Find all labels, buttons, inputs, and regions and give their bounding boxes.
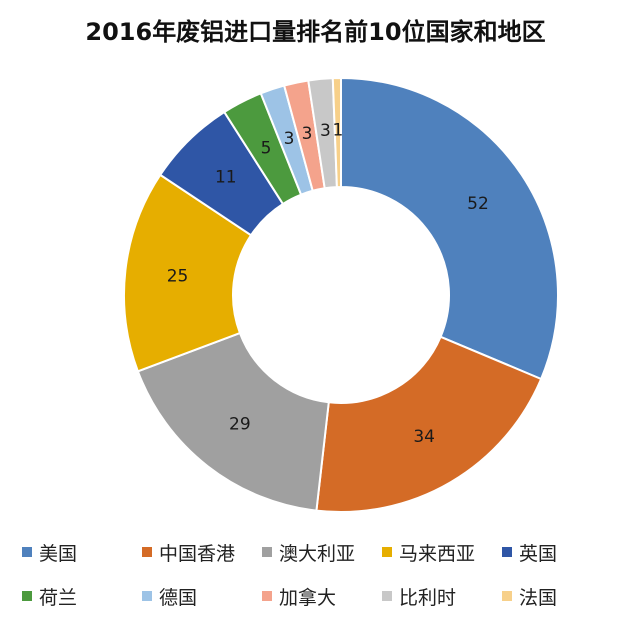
legend-swatch (382, 547, 392, 557)
legend-swatch (502, 591, 512, 601)
legend-row: 荷兰 德国 加拿大 比利时 法国 (22, 574, 622, 618)
legend-swatch (22, 547, 32, 557)
legend-label: 中国香港 (159, 542, 236, 565)
legend-label: 加拿大 (279, 586, 337, 609)
donut-slice (315, 335, 543, 513)
donut-slice (331, 76, 342, 189)
legend-item: 澳大利亚 (262, 539, 382, 566)
legend-label: 马来西亚 (399, 542, 476, 565)
legend-swatch (262, 591, 272, 601)
legend-label: 德国 (159, 586, 198, 609)
legend-label: 比利时 (399, 586, 457, 609)
slice-value-label: 25 (167, 266, 189, 286)
donut-slice (340, 76, 559, 381)
legend-item: 荷兰 (22, 583, 142, 610)
slice-value-label: 34 (413, 427, 435, 447)
slice-value-label: 3 (284, 129, 295, 149)
legend-label: 澳大利亚 (279, 542, 356, 565)
donut-slice (136, 331, 330, 512)
slice-value-label: 5 (261, 139, 272, 159)
legend-item: 德国 (142, 583, 262, 610)
legend-label: 法国 (519, 586, 558, 609)
slice-value-label: 11 (215, 168, 237, 188)
legend-item: 法国 (502, 583, 622, 610)
legend-label: 美国 (39, 542, 78, 565)
chart-title: 2016年废铝进口量排名前10位国家和地区 (85, 18, 546, 46)
legend-swatch (142, 547, 152, 557)
slice-value-label: 52 (467, 194, 489, 214)
legend-item: 比利时 (382, 583, 502, 610)
legend-label: 荷兰 (39, 586, 78, 609)
legend-item: 中国香港 (142, 539, 262, 566)
slice-value-label: 29 (229, 415, 251, 435)
legend-item: 加拿大 (262, 583, 382, 610)
slice-value-label: 3 (302, 124, 313, 144)
legend-swatch (142, 591, 152, 601)
legend-row: 美国 中国香港 澳大利亚 马来西亚 英国 (22, 530, 622, 574)
donut-slice (123, 173, 253, 373)
legend-swatch (262, 547, 272, 557)
legend-item: 美国 (22, 539, 142, 566)
legend: 美国 中国香港 澳大利亚 马来西亚 英国 荷兰 德国 加拿大 比利时 法国 (22, 530, 622, 618)
legend-label: 英国 (519, 542, 558, 565)
legend-swatch (22, 591, 32, 601)
legend-swatch (382, 591, 392, 601)
slice-value-label: 1 (332, 121, 343, 141)
legend-swatch (502, 547, 512, 557)
legend-item: 英国 (502, 539, 622, 566)
slice-value-label: 3 (320, 121, 331, 141)
legend-item: 马来西亚 (382, 539, 502, 566)
